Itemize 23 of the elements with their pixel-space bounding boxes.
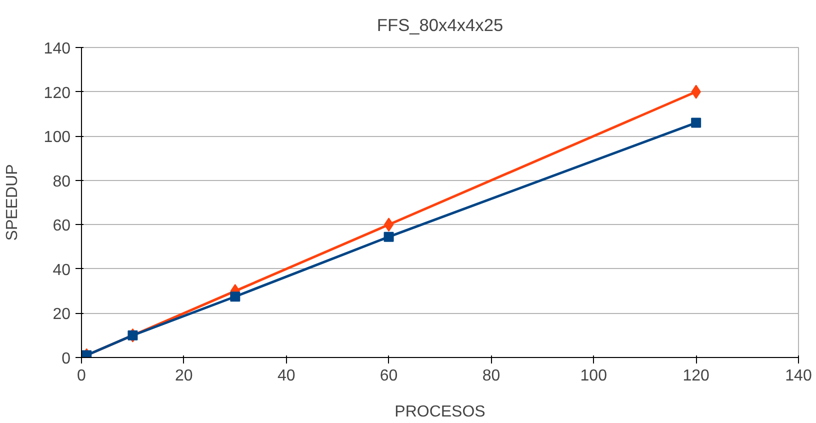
y-tick-label: 100 — [44, 129, 71, 146]
y-axis-title: SPEEDUP — [4, 164, 21, 241]
y-tick-label: 140 — [44, 40, 71, 58]
x-tick-label: 60 — [380, 368, 398, 384]
chart-title: FFS_80x4x4x25 — [376, 15, 504, 35]
x-tick-label: 100 — [580, 368, 608, 384]
x-tick-label: 40 — [277, 368, 296, 384]
point — [384, 218, 394, 232]
x-tick-label: 80 — [482, 368, 500, 384]
x-tick-label: 140 — [785, 368, 812, 384]
y-tick-label: 40 — [52, 262, 71, 279]
y-tick-label: 80 — [52, 173, 71, 190]
point — [691, 118, 702, 128]
y-tick-label: 120 — [44, 84, 71, 102]
y-tick-label: 20 — [52, 306, 71, 324]
point — [230, 292, 240, 302]
x-tick-label: 20 — [175, 368, 193, 384]
x-tick-label: 120 — [682, 368, 710, 384]
x-axis-title: PROCESOS — [394, 404, 486, 420]
y-tick-label: 60 — [52, 218, 71, 235]
y-tick-label: 0 — [62, 350, 71, 368]
x-tick-label: 0 — [77, 368, 86, 384]
point — [384, 232, 394, 242]
